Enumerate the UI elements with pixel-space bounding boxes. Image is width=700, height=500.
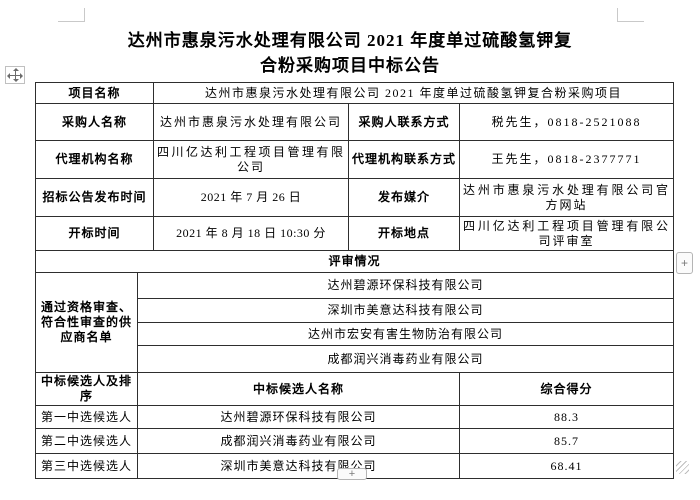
arrow-down-icon — [13, 79, 19, 82]
candidate-rank: 第二中选候选人 — [35, 428, 138, 454]
table-resize-handle[interactable] — [676, 461, 689, 474]
candidate-score-header: 综合得分 — [459, 372, 675, 406]
qualified-supplier: 成都润兴消毒药业有限公司 — [136, 345, 675, 373]
table-move-handle[interactable] — [5, 66, 25, 84]
candidate-name-header: 中标候选人名称 — [136, 372, 461, 406]
candidate-name: 达州碧源环保科技有限公司 — [136, 405, 461, 429]
bid-opening-time-label: 开标时间 — [34, 216, 155, 251]
announcement-time-value: 2021 年 7 月 26 日 — [153, 178, 350, 217]
candidate-row: 第二中选候选人 成都润兴消毒药业有限公司 85.7 — [35, 428, 675, 454]
qualified-supplier: 达州碧源环保科技有限公司 — [136, 272, 675, 299]
project-name-label: 项目名称 — [34, 82, 155, 104]
document-title-line1: 达州市惠泉污水处理有限公司 2021 年度单过硫酸氢钾复 — [127, 31, 573, 50]
candidate-row: 第一中选候选人 达州碧源环保科技有限公司 88.3 — [35, 405, 675, 429]
table-row: 达州市宏安有害生物防治有限公司 — [36, 322, 675, 346]
add-column-button[interactable]: + — [676, 252, 693, 274]
review-section-header: 评审情况 — [34, 250, 675, 273]
qualified-supplier: 达州市宏安有害生物防治有限公司 — [136, 322, 675, 346]
qualified-supplier: 深圳市美意达科技有限公司 — [136, 298, 675, 323]
project-name-value: 达州市惠泉污水处理有限公司 2021 年度单过硫酸氢钾复合粉采购项目 — [153, 82, 675, 104]
table-row: 项目名称 达州市惠泉污水处理有限公司 2021 年度单过硫酸氢钾复合粉采购项目 — [34, 82, 675, 104]
table-row: 深圳市美意达科技有限公司 — [36, 298, 675, 323]
purchaser-contact-value: 税先生，0818-2521088 — [459, 103, 675, 141]
arrow-up-icon — [13, 68, 19, 71]
table-row: 代理机构名称 四川亿达利工程项目管理有限公司 代理机构联系方式 王先生，0818… — [34, 140, 675, 179]
arrow-left-icon — [7, 73, 10, 79]
announcement-time-label: 招标公告发布时间 — [34, 178, 155, 217]
bid-opening-place-label: 开标地点 — [348, 216, 461, 251]
purchaser-name-value: 达州市惠泉污水处理有限公司 — [153, 103, 350, 141]
page-margin-mark-left — [58, 8, 85, 22]
purchaser-contact-label: 采购人联系方式 — [348, 103, 461, 141]
candidate-score: 68.41 — [459, 453, 675, 479]
agency-name-value: 四川亿达利工程项目管理有限公司 — [153, 140, 350, 179]
qualified-suppliers-label: 通过资格审查、符合性审查的供应商名单 — [35, 272, 138, 373]
table-row: 开标时间 2021 年 8 月 18 日 10:30 分 开标地点 四川亿达利工… — [34, 216, 675, 251]
table-row: 通过资格审查、符合性审查的供应商名单 达州碧源环保科技有限公司 — [35, 272, 675, 373]
publish-media-label: 发布媒介 — [348, 178, 461, 217]
document-title: 达州市惠泉污水处理有限公司 2021 年度单过硫酸氢钾复 合粉采购项目中标公告 — [0, 28, 700, 78]
candidate-rank: 第一中选候选人 — [35, 405, 138, 429]
candidate-row: 第三中选候选人 深圳市美意达科技有限公司 68.41 — [35, 453, 675, 479]
candidate-name: 深圳市美意达科技有限公司 — [136, 453, 461, 479]
table-row: 中标候选人及排序 中标候选人名称 综合得分 — [35, 372, 675, 406]
agency-name-label: 代理机构名称 — [34, 140, 155, 179]
move-icon — [15, 70, 16, 80]
purchaser-name-label: 采购人名称 — [34, 103, 155, 141]
candidate-score: 85.7 — [459, 428, 675, 454]
candidate-name: 成都润兴消毒药业有限公司 — [136, 428, 461, 454]
publish-media-value: 达州市惠泉污水处理有限公司官方网站 — [459, 178, 675, 217]
table-row: 招标公告发布时间 2021 年 7 月 26 日 发布媒介 达州市惠泉污水处理有… — [34, 178, 675, 217]
add-row-button[interactable]: + — [337, 468, 367, 480]
candidate-rank-header: 中标候选人及排序 — [35, 372, 138, 406]
arrow-right-icon — [20, 73, 23, 79]
document-title-line2: 合粉采购项目中标公告 — [260, 56, 440, 75]
table-row: 采购人名称 达州市惠泉污水处理有限公司 采购人联系方式 税先生，0818-252… — [34, 103, 675, 141]
candidate-score: 88.3 — [459, 405, 675, 429]
bid-opening-place-value: 四川亿达利工程项目管理有限公司评审室 — [459, 216, 675, 251]
agency-contact-value: 王先生，0818-2377771 — [459, 140, 675, 179]
candidate-rank: 第三中选候选人 — [35, 453, 138, 479]
bid-announcement-table: 项目名称 达州市惠泉污水处理有限公司 2021 年度单过硫酸氢钾复合粉采购项目 … — [34, 82, 675, 479]
agency-contact-label: 代理机构联系方式 — [348, 140, 461, 179]
page-margin-mark-right — [617, 8, 644, 22]
bid-opening-time-value: 2021 年 8 月 18 日 10:30 分 — [153, 216, 350, 251]
table-row: 评审情况 — [34, 250, 675, 273]
